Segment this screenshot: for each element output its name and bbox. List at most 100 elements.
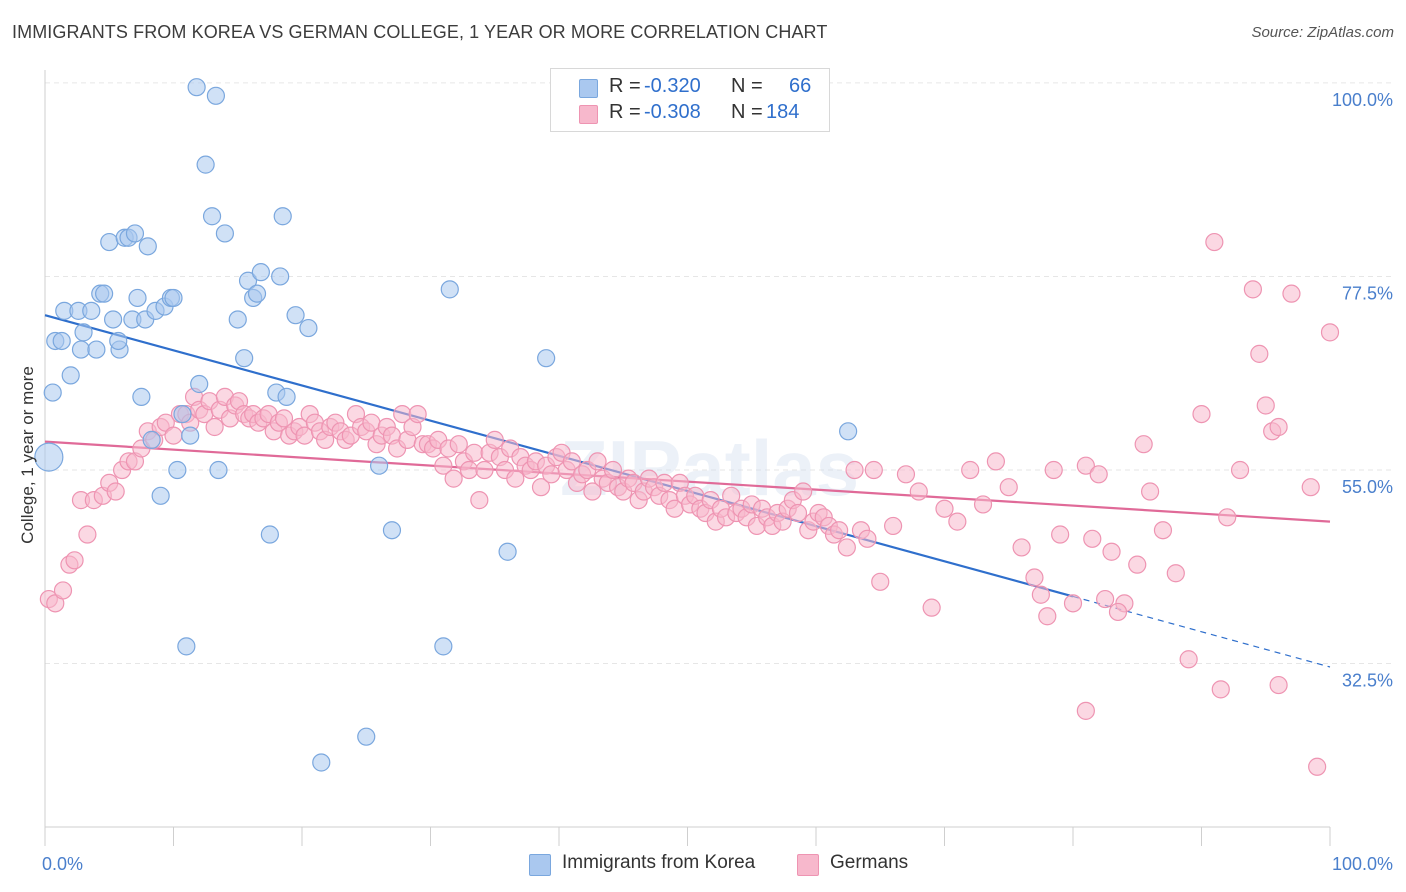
germans-point [1282,284,1301,303]
stats-legend: R = -0.320 N = 66 R = -0.308 N = 184 [550,68,830,132]
germans-point [845,460,864,480]
y-tick-label: 100.0% [1332,90,1393,110]
germans-point [1192,404,1211,424]
germans-point [948,512,967,531]
y-tick-label: 55.0% [1342,477,1393,497]
germans-swatch [579,105,598,124]
korea-point [128,288,147,308]
germans-point [475,460,494,480]
korea-point [138,237,157,256]
germans-point [1269,675,1288,695]
korea-point [215,224,234,243]
germans-point [1025,568,1044,587]
germans-point [1076,456,1095,475]
germans-point [1083,529,1102,548]
germans-point [973,495,993,514]
germans-point [1051,525,1070,544]
korea-point [228,310,247,329]
y-tick-label: 32.5% [1342,671,1393,691]
korea-point [164,288,183,308]
germans-point [1179,650,1198,669]
germans-point [1140,482,1160,501]
korea-point [271,267,290,286]
germans-point [1153,521,1173,540]
korea-point [370,456,389,475]
germans-point [444,469,463,488]
germans-point [205,417,224,437]
germans-point [465,443,484,462]
germans-point [864,460,883,480]
grid-lines [45,82,1395,665]
korea-point [151,486,170,505]
germans-point [78,525,97,544]
korea-point [190,374,209,394]
x-tick-label: 100.0% [1332,854,1393,874]
germans-point [837,538,856,557]
germans-point [883,516,903,536]
r-label: R = [609,75,641,97]
korea-point [95,284,114,303]
germans-point [858,529,877,548]
korea-point [382,521,402,540]
korea-point [125,224,145,243]
korea-point [238,271,258,290]
korea-legend-label: Immigrants from Korea [562,852,756,873]
korea-point [498,542,517,561]
korea-point [273,207,292,226]
x-tick-label: 0.0% [42,854,83,874]
germans-point [922,598,941,617]
korea-point [206,86,226,105]
korea-point [247,284,267,303]
korea-point [277,387,296,406]
germans-legend-label: Germans [830,852,909,873]
germans-point [542,465,561,484]
germans-point [1108,602,1128,622]
korea-point [104,310,123,329]
korea-point [434,637,453,656]
germans-point [588,452,607,471]
germans-point [65,551,84,570]
korea-point [34,442,64,472]
germans-point [1128,555,1147,574]
y-tick-label: 77.5% [1342,283,1393,303]
korea-point [251,263,270,282]
germans-point [1243,280,1263,299]
germans-point [1256,396,1275,415]
germans-point [449,435,468,454]
korea-point [187,78,206,97]
korea-point [173,404,192,424]
korea-point [209,460,228,480]
korea-point [196,155,215,174]
korea-point [839,422,858,441]
korea-point [440,280,459,299]
germans-point [1269,417,1288,437]
germans-point [1230,460,1250,480]
germans-point [1211,680,1230,699]
germans-point [531,478,551,497]
germans-point [434,456,453,475]
germans-point [1102,542,1121,561]
germans-point [1250,344,1269,363]
korea-point [168,460,187,480]
korea-point [286,306,305,325]
germans-point [871,572,890,591]
germans-point [1308,757,1327,776]
germans-point [909,482,928,501]
germans-point [722,486,741,505]
germans-point [106,482,125,501]
legend-row-korea: R = -0.320 N = 66 [551,75,829,101]
germans-point [562,452,581,471]
korea-point [109,331,128,351]
korea-point [71,340,91,359]
germans-point [1031,585,1050,604]
germans-point [583,482,602,501]
germans-point [1076,701,1095,720]
korea-point [61,366,80,385]
germans-point [408,404,427,424]
germans-point [603,460,623,480]
germans-point [794,482,813,501]
korea-point [177,637,196,656]
korea-point [181,426,200,445]
germans-point [164,426,183,445]
germans-point [485,430,504,449]
